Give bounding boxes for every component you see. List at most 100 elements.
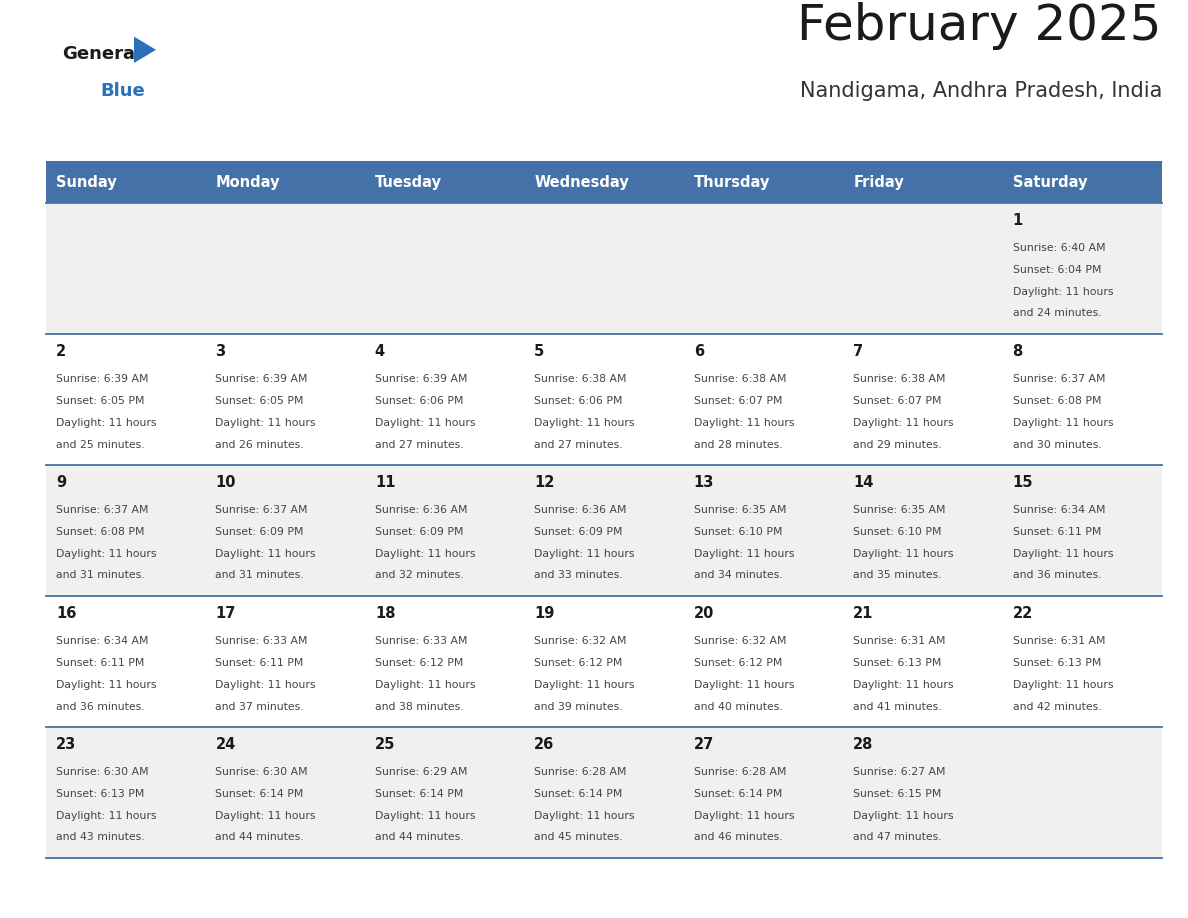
Text: Sunset: 6:09 PM: Sunset: 6:09 PM bbox=[535, 527, 623, 537]
Text: General: General bbox=[62, 45, 141, 63]
Text: and 39 minutes.: and 39 minutes. bbox=[535, 701, 623, 711]
Text: Daylight: 11 hours: Daylight: 11 hours bbox=[56, 811, 157, 821]
Text: 21: 21 bbox=[853, 606, 873, 621]
Text: and 42 minutes.: and 42 minutes. bbox=[1012, 701, 1101, 711]
Text: Daylight: 11 hours: Daylight: 11 hours bbox=[56, 679, 157, 689]
Text: Sunrise: 6:37 AM: Sunrise: 6:37 AM bbox=[1012, 374, 1105, 384]
Text: Thursday: Thursday bbox=[694, 174, 770, 189]
Text: Daylight: 11 hours: Daylight: 11 hours bbox=[375, 679, 475, 689]
Text: Daylight: 11 hours: Daylight: 11 hours bbox=[215, 418, 316, 428]
Text: Daylight: 11 hours: Daylight: 11 hours bbox=[1012, 679, 1113, 689]
Text: 28: 28 bbox=[853, 737, 873, 752]
Text: and 45 minutes.: and 45 minutes. bbox=[535, 833, 623, 843]
Text: Sunset: 6:14 PM: Sunset: 6:14 PM bbox=[215, 789, 304, 799]
Text: Sunrise: 6:31 AM: Sunrise: 6:31 AM bbox=[1012, 636, 1105, 646]
Text: Sunrise: 6:36 AM: Sunrise: 6:36 AM bbox=[375, 505, 467, 515]
Text: Daylight: 11 hours: Daylight: 11 hours bbox=[1012, 286, 1113, 297]
Text: 12: 12 bbox=[535, 475, 555, 490]
Text: 17: 17 bbox=[215, 606, 235, 621]
Text: Saturday: Saturday bbox=[1012, 174, 1087, 189]
Text: 22: 22 bbox=[1012, 606, 1032, 621]
Text: February 2025: February 2025 bbox=[797, 2, 1162, 50]
Text: Sunrise: 6:34 AM: Sunrise: 6:34 AM bbox=[56, 636, 148, 646]
Text: Sunrise: 6:33 AM: Sunrise: 6:33 AM bbox=[375, 636, 467, 646]
Text: and 27 minutes.: and 27 minutes. bbox=[375, 440, 463, 450]
Text: Sunrise: 6:32 AM: Sunrise: 6:32 AM bbox=[694, 636, 786, 646]
Text: Sunrise: 6:30 AM: Sunrise: 6:30 AM bbox=[56, 767, 148, 777]
Text: Sunset: 6:11 PM: Sunset: 6:11 PM bbox=[1012, 527, 1101, 537]
Text: and 43 minutes.: and 43 minutes. bbox=[56, 833, 145, 843]
Text: Sunset: 6:04 PM: Sunset: 6:04 PM bbox=[1012, 264, 1101, 274]
Text: Sunrise: 6:31 AM: Sunrise: 6:31 AM bbox=[853, 636, 946, 646]
Text: Sunrise: 6:37 AM: Sunrise: 6:37 AM bbox=[215, 505, 308, 515]
Text: Sunset: 6:14 PM: Sunset: 6:14 PM bbox=[694, 789, 782, 799]
Text: 20: 20 bbox=[694, 606, 714, 621]
Text: Daylight: 11 hours: Daylight: 11 hours bbox=[535, 679, 634, 689]
Text: 23: 23 bbox=[56, 737, 76, 752]
Text: and 32 minutes.: and 32 minutes. bbox=[375, 570, 463, 580]
Text: Sunset: 6:11 PM: Sunset: 6:11 PM bbox=[215, 658, 304, 667]
Text: Daylight: 11 hours: Daylight: 11 hours bbox=[375, 418, 475, 428]
Text: Daylight: 11 hours: Daylight: 11 hours bbox=[535, 549, 634, 559]
Text: Sunset: 6:12 PM: Sunset: 6:12 PM bbox=[535, 658, 623, 667]
Text: 26: 26 bbox=[535, 737, 555, 752]
Text: Monday: Monday bbox=[215, 174, 280, 189]
Text: Sunrise: 6:38 AM: Sunrise: 6:38 AM bbox=[535, 374, 627, 384]
Text: Sunrise: 6:36 AM: Sunrise: 6:36 AM bbox=[535, 505, 627, 515]
Text: and 31 minutes.: and 31 minutes. bbox=[215, 570, 304, 580]
Text: Sunset: 6:10 PM: Sunset: 6:10 PM bbox=[694, 527, 782, 537]
Text: 8: 8 bbox=[1012, 344, 1023, 359]
Bar bbox=[46, 334, 1162, 465]
Text: Daylight: 11 hours: Daylight: 11 hours bbox=[56, 549, 157, 559]
Text: Sunset: 6:07 PM: Sunset: 6:07 PM bbox=[694, 396, 782, 406]
Text: and 27 minutes.: and 27 minutes. bbox=[535, 440, 623, 450]
Text: and 35 minutes.: and 35 minutes. bbox=[853, 570, 942, 580]
Text: Sunrise: 6:29 AM: Sunrise: 6:29 AM bbox=[375, 767, 467, 777]
Text: Sunset: 6:08 PM: Sunset: 6:08 PM bbox=[56, 527, 145, 537]
Text: 14: 14 bbox=[853, 475, 873, 490]
Text: 13: 13 bbox=[694, 475, 714, 490]
Text: Daylight: 11 hours: Daylight: 11 hours bbox=[694, 418, 795, 428]
Text: Daylight: 11 hours: Daylight: 11 hours bbox=[535, 811, 634, 821]
Text: Friday: Friday bbox=[853, 174, 904, 189]
Text: and 33 minutes.: and 33 minutes. bbox=[535, 570, 623, 580]
Text: Sunrise: 6:39 AM: Sunrise: 6:39 AM bbox=[56, 374, 148, 384]
Text: 10: 10 bbox=[215, 475, 236, 490]
Text: Daylight: 11 hours: Daylight: 11 hours bbox=[694, 679, 795, 689]
Text: and 26 minutes.: and 26 minutes. bbox=[215, 440, 304, 450]
Text: Sunset: 6:11 PM: Sunset: 6:11 PM bbox=[56, 658, 145, 667]
Text: and 41 minutes.: and 41 minutes. bbox=[853, 701, 942, 711]
Bar bbox=[46, 203, 1162, 334]
Text: Sunrise: 6:40 AM: Sunrise: 6:40 AM bbox=[1012, 243, 1105, 253]
Text: Sunrise: 6:35 AM: Sunrise: 6:35 AM bbox=[694, 505, 786, 515]
Text: 27: 27 bbox=[694, 737, 714, 752]
Text: Sunset: 6:15 PM: Sunset: 6:15 PM bbox=[853, 789, 942, 799]
Text: Sunrise: 6:28 AM: Sunrise: 6:28 AM bbox=[694, 767, 786, 777]
Text: and 34 minutes.: and 34 minutes. bbox=[694, 570, 783, 580]
Text: Sunset: 6:10 PM: Sunset: 6:10 PM bbox=[853, 527, 942, 537]
Text: 5: 5 bbox=[535, 344, 544, 359]
Text: Daylight: 11 hours: Daylight: 11 hours bbox=[1012, 418, 1113, 428]
Bar bbox=[46, 161, 1162, 203]
Text: Sunrise: 6:38 AM: Sunrise: 6:38 AM bbox=[853, 374, 946, 384]
Text: Daylight: 11 hours: Daylight: 11 hours bbox=[1012, 549, 1113, 559]
Text: Daylight: 11 hours: Daylight: 11 hours bbox=[215, 811, 316, 821]
Text: Sunrise: 6:27 AM: Sunrise: 6:27 AM bbox=[853, 767, 946, 777]
Text: Tuesday: Tuesday bbox=[375, 174, 442, 189]
Text: Daylight: 11 hours: Daylight: 11 hours bbox=[535, 418, 634, 428]
Text: Daylight: 11 hours: Daylight: 11 hours bbox=[853, 811, 954, 821]
Text: Sunrise: 6:33 AM: Sunrise: 6:33 AM bbox=[215, 636, 308, 646]
Bar bbox=[46, 596, 1162, 727]
Text: and 29 minutes.: and 29 minutes. bbox=[853, 440, 942, 450]
Text: and 38 minutes.: and 38 minutes. bbox=[375, 701, 463, 711]
Text: Daylight: 11 hours: Daylight: 11 hours bbox=[853, 418, 954, 428]
Text: Sunset: 6:09 PM: Sunset: 6:09 PM bbox=[375, 527, 463, 537]
Text: and 28 minutes.: and 28 minutes. bbox=[694, 440, 783, 450]
Text: Daylight: 11 hours: Daylight: 11 hours bbox=[853, 679, 954, 689]
Text: and 30 minutes.: and 30 minutes. bbox=[1012, 440, 1101, 450]
Text: Daylight: 11 hours: Daylight: 11 hours bbox=[375, 811, 475, 821]
Text: Sunrise: 6:32 AM: Sunrise: 6:32 AM bbox=[535, 636, 627, 646]
Text: and 36 minutes.: and 36 minutes. bbox=[1012, 570, 1101, 580]
Text: 7: 7 bbox=[853, 344, 864, 359]
Text: and 37 minutes.: and 37 minutes. bbox=[215, 701, 304, 711]
